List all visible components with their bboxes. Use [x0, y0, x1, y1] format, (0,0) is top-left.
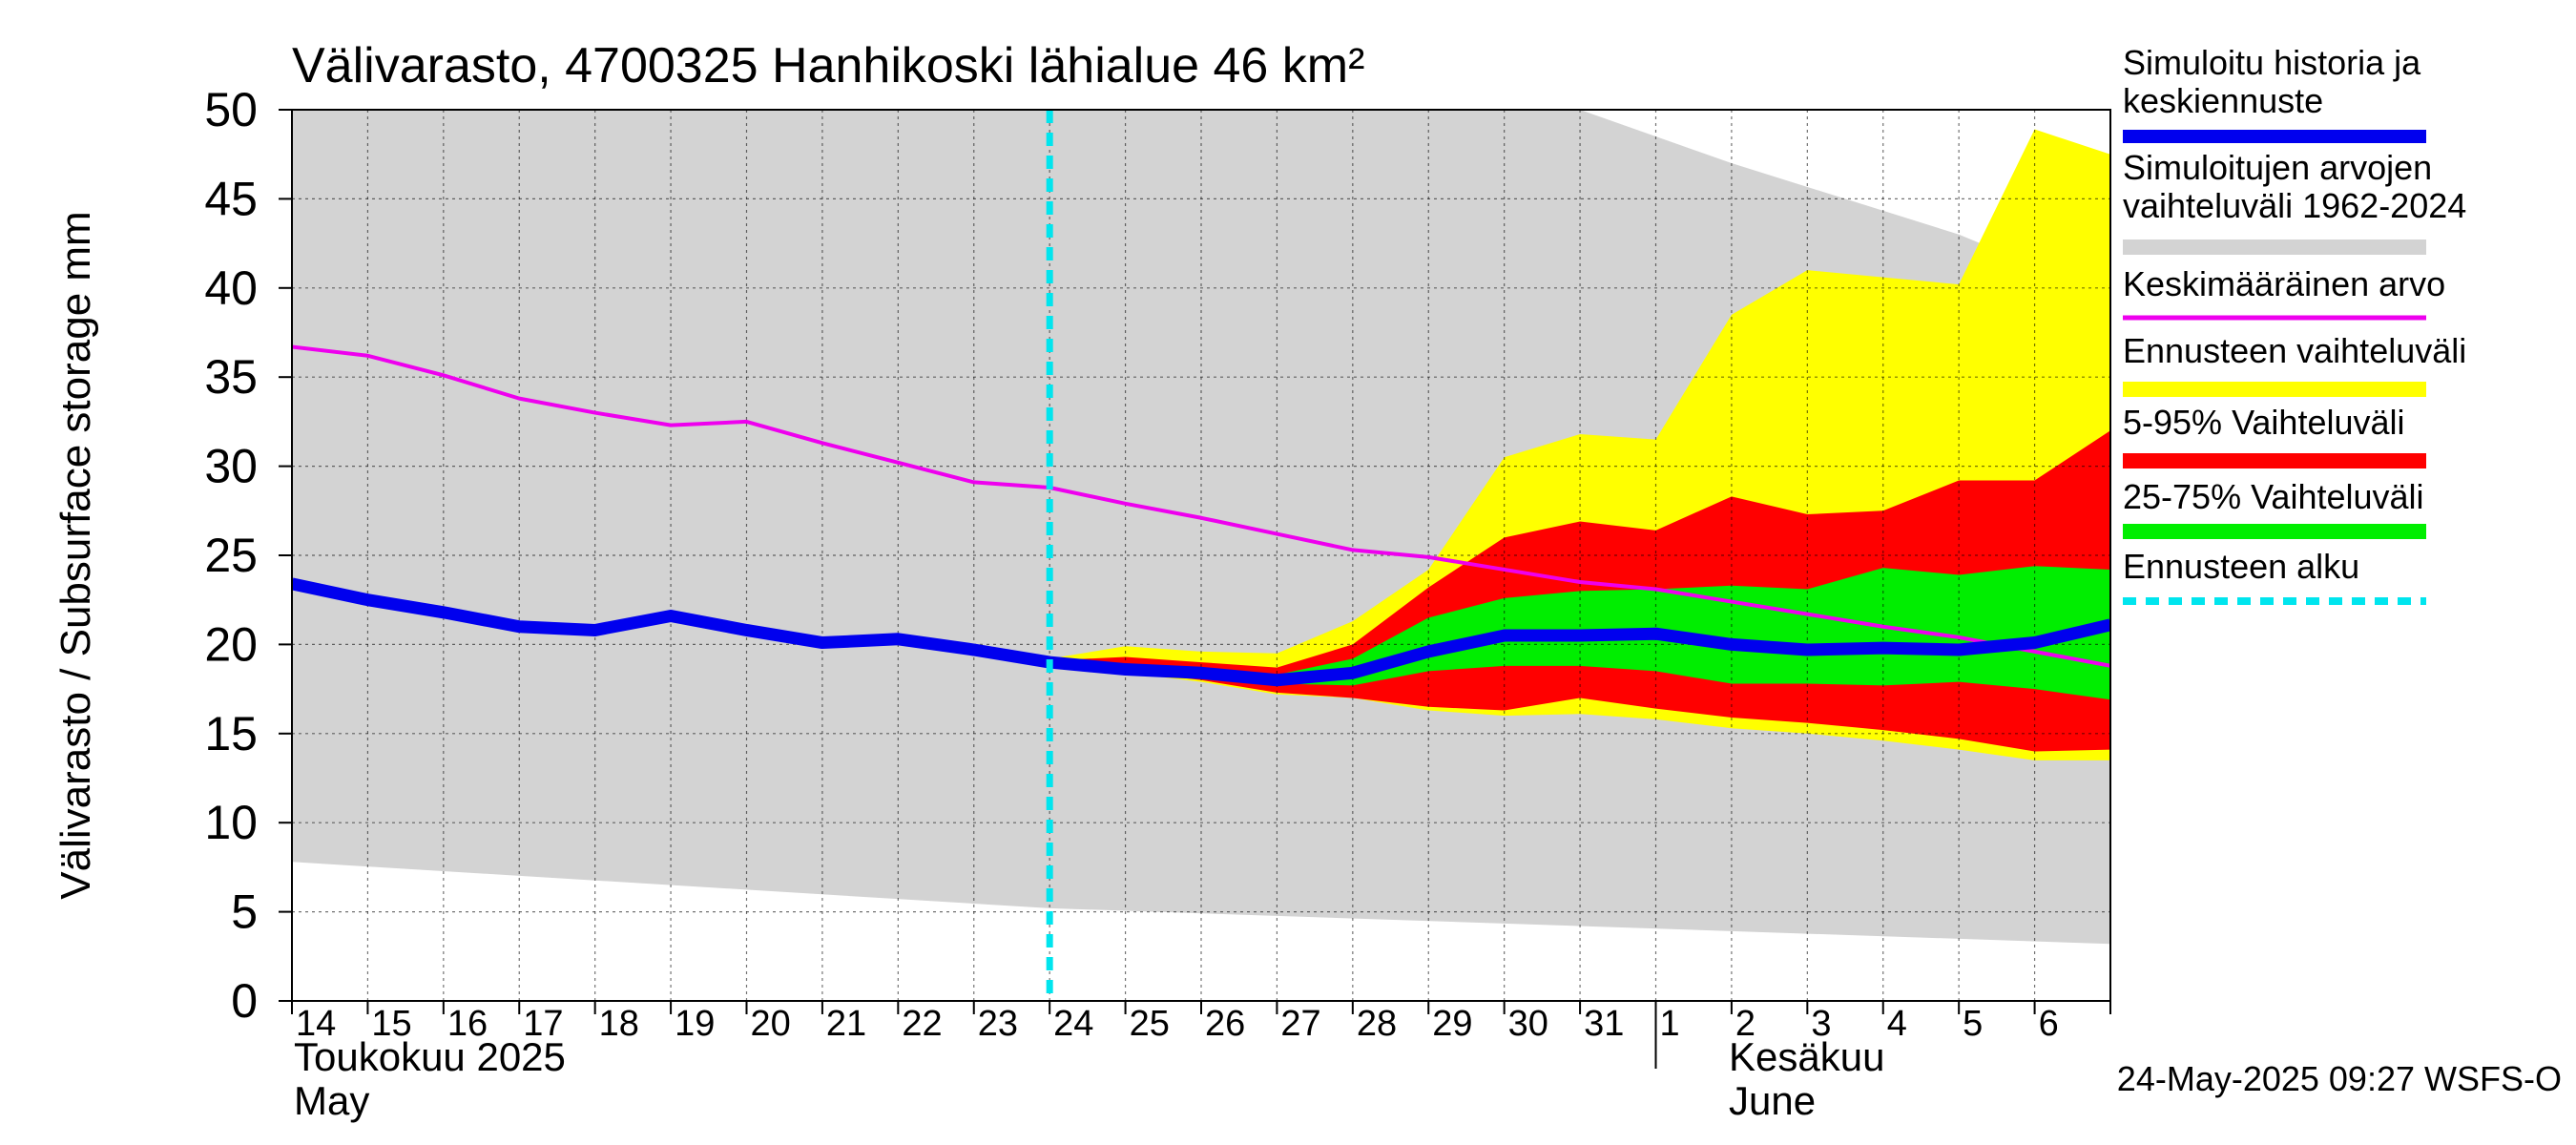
x-tick-label: 5	[1963, 1004, 1983, 1044]
line-layer	[292, 110, 2110, 1001]
legend-label: Ennusteen alku	[2123, 547, 2359, 586]
chart-title: Välivarasto, 4700325 Hanhikoski lähialue…	[292, 38, 1364, 94]
legend-label: Ennusteen vaihteluväli	[2123, 331, 2466, 370]
y-tick-label: 45	[204, 172, 258, 225]
x-tick-label: 4	[1887, 1004, 1907, 1044]
legend-label: vaihteluväli 1962-2024	[2123, 186, 2466, 225]
legend-item-p25_75: 25-75% Vaihteluväli	[2123, 477, 2426, 539]
x-tick-label: 21	[826, 1004, 866, 1044]
y-tick-label: 25	[204, 529, 258, 582]
x-tick-label: 1	[1660, 1004, 1680, 1044]
legend: Simuloitu historia jakeskiennusteSimuloi…	[2123, 43, 2466, 605]
y-tick-label: 30	[204, 440, 258, 493]
legend-item-forecast_start: Ennusteen alku	[2123, 547, 2426, 605]
legend-label: Simuloitujen arvojen	[2123, 148, 2432, 187]
history-line	[292, 577, 2110, 687]
y-tick-label: 35	[204, 350, 258, 404]
x-tick-label: 3	[1811, 1004, 1831, 1044]
plot-area	[291, 109, 2111, 1002]
x-tick-label: 24	[1053, 1004, 1093, 1044]
y-tick-label: 15	[204, 707, 258, 760]
month-label-en-june: June	[1729, 1078, 1816, 1123]
legend-label: 25-75% Vaihteluväli	[2123, 477, 2424, 516]
month-label-fi-may: Toukokuu 2025	[294, 1034, 566, 1079]
x-tick-label: 2	[1735, 1004, 1755, 1044]
y-tick-label: 50	[204, 83, 258, 136]
x-tick-label: 20	[751, 1004, 791, 1044]
x-tick-label: 29	[1432, 1004, 1472, 1044]
month-label-fi-june: Kesäkuu	[1729, 1034, 1884, 1079]
x-tick-label: 16	[447, 1004, 488, 1044]
x-tick-label: 19	[675, 1004, 715, 1044]
x-tick-label: 6	[2039, 1004, 2059, 1044]
x-tick-label: 31	[1584, 1004, 1624, 1044]
y-axis: 0 5 10 15 20 25 30 35 40 45 50	[204, 83, 292, 1028]
x-tick-label: 23	[978, 1004, 1018, 1044]
x-tick-label: 26	[1205, 1004, 1245, 1044]
y-tick-label: 20	[204, 617, 258, 671]
y-tick-label: 10	[204, 796, 258, 849]
legend-label: 5-95% Vaihteluväli	[2123, 403, 2405, 442]
legend-item-p5_95: 5-95% Vaihteluväli	[2123, 403, 2426, 468]
y-tick-label: 0	[231, 974, 258, 1028]
legend-label: Keskimääräinen arvo	[2123, 264, 2445, 303]
y-axis-label: Välivarasto / Subsurface storage mm	[52, 211, 99, 899]
x-tick-label: 30	[1508, 1004, 1548, 1044]
x-tick-label: 27	[1280, 1004, 1320, 1044]
grid-layer	[292, 110, 2110, 1001]
x-tick-label: 22	[902, 1004, 942, 1044]
x-tick-label: 17	[523, 1004, 563, 1044]
x-tick-label: 14	[296, 1004, 336, 1044]
x-tick-label: 15	[371, 1004, 411, 1044]
legend-item-forecast_range: Ennusteen vaihteluväli	[2123, 331, 2466, 397]
x-tick-label: 18	[599, 1004, 639, 1044]
legend-label: Simuloitu historia ja	[2123, 43, 2421, 82]
legend-label: keskiennuste	[2123, 81, 2323, 120]
y-tick-label: 40	[204, 261, 258, 315]
month-label-en-may: May	[294, 1078, 369, 1123]
x-tick-label: 25	[1130, 1004, 1170, 1044]
mean-line	[292, 344, 2110, 668]
x-axis: 14 15 16 17 18 19 20 21 22 23 24 25 26 27 28 29 30 31 1 2 3 4…	[291, 1001, 2111, 1069]
y-tick-label: 5	[231, 885, 258, 939]
legend-item-mean: Keskimääräinen arvo	[2123, 264, 2445, 321]
timestamp: 24-May-2025 09:27 WSFS-O	[2117, 1059, 2562, 1098]
x-tick-label: 28	[1357, 1004, 1397, 1044]
